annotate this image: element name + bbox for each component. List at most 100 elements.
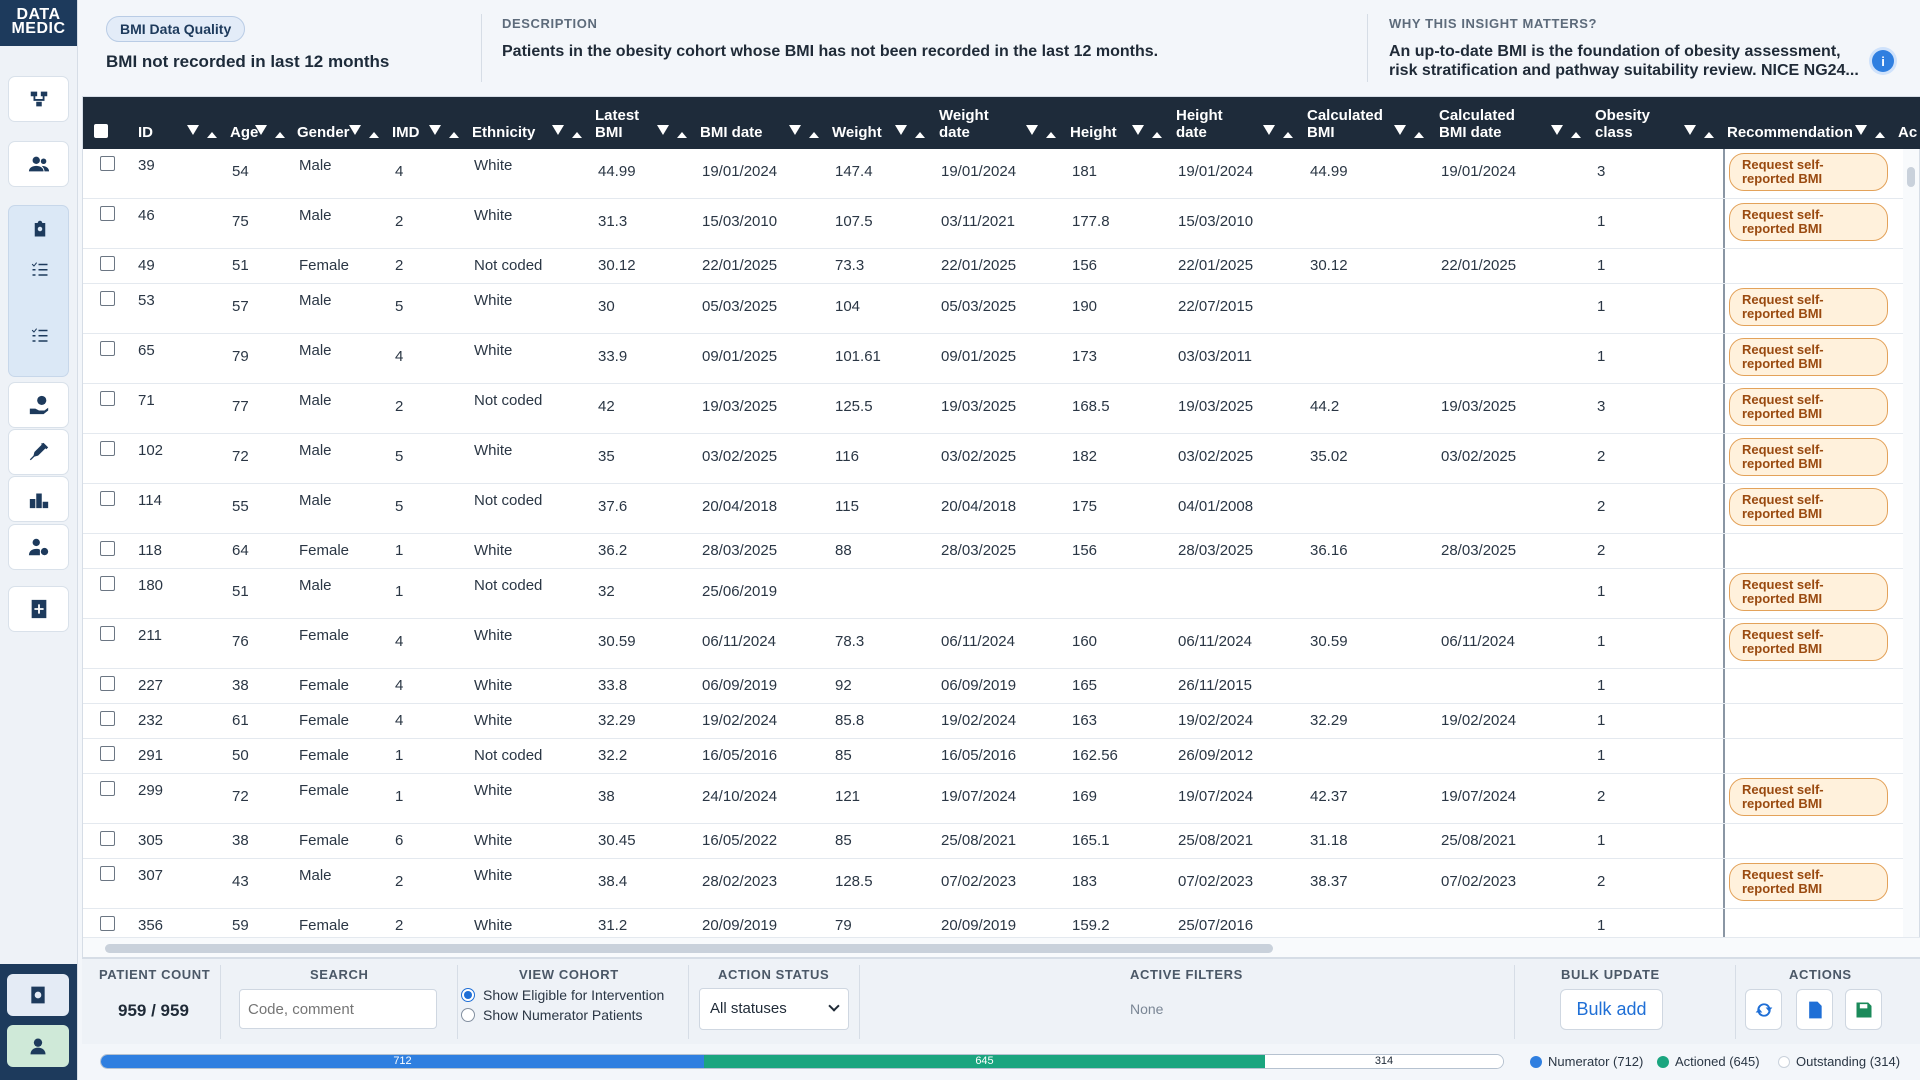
row-checkbox[interactable] bbox=[100, 711, 115, 726]
nav-checklist-2[interactable] bbox=[9, 312, 70, 358]
row-checkbox[interactable] bbox=[100, 866, 115, 881]
col-header-imd[interactable]: IMD bbox=[392, 124, 420, 141]
table-row[interactable]: 102 72 Male 5 White 35 03/02/2025 116 03/02/2025… bbox=[83, 434, 1905, 484]
col-header-calc-bmi-date[interactable]: Calculated BMI date bbox=[1439, 107, 1515, 141]
info-icon[interactable]: i bbox=[1872, 50, 1894, 72]
col-header-ethnicity[interactable]: Ethnicity bbox=[472, 124, 536, 141]
row-checkbox[interactable] bbox=[100, 831, 115, 846]
row-checkbox[interactable] bbox=[100, 291, 115, 306]
table-row[interactable]: 305 38 Female 6 White 30.45 16/05/2022 85 25/08/… bbox=[83, 824, 1905, 859]
horizontal-scrollbar[interactable] bbox=[83, 937, 1920, 957]
recommendation-badge[interactable]: Request self-reported BMI bbox=[1729, 388, 1888, 426]
table-row[interactable]: 46 75 Male 2 White 31.3 15/03/2010 107.5 03/11/2… bbox=[83, 199, 1905, 249]
row-checkbox[interactable] bbox=[100, 256, 115, 271]
recommendation-badge[interactable]: Request self-reported BMI bbox=[1729, 778, 1888, 816]
table-row[interactable]: 307 43 Male 2 White 38.4 28/02/2023 128.5 07/02/… bbox=[83, 859, 1905, 909]
row-checkbox[interactable] bbox=[100, 491, 115, 506]
col-calc-bmi-filter-icon[interactable] bbox=[1394, 125, 1424, 138]
nav-insights-button[interactable] bbox=[9, 206, 70, 252]
recommendation-badge[interactable]: Request self-reported BMI bbox=[1729, 488, 1888, 526]
col-bmi-date-filter-icon[interactable] bbox=[789, 125, 819, 138]
nav-user-settings-button[interactable] bbox=[8, 524, 69, 570]
table-row[interactable]: 39 54 Male 4 White 44.99 19/01/2024 147.4 19/01/… bbox=[83, 149, 1905, 199]
radio-dot-selected[interactable] bbox=[461, 988, 475, 1002]
nav-patients-button[interactable] bbox=[8, 141, 69, 187]
col-weight-filter-icon[interactable] bbox=[895, 125, 925, 138]
row-checkbox[interactable] bbox=[100, 441, 115, 456]
table-row[interactable]: 180 51 Male 1 Not coded 32 25/06/2019 1 Request … bbox=[83, 569, 1905, 619]
recommendation-badge[interactable]: Request self-reported BMI bbox=[1729, 153, 1888, 191]
radio-eligible[interactable]: Show Eligible for Intervention bbox=[461, 987, 664, 1003]
radio-numerator[interactable]: Show Numerator Patients bbox=[461, 1007, 643, 1023]
row-checkbox[interactable] bbox=[100, 341, 115, 356]
col-header-weight[interactable]: Weight bbox=[832, 124, 882, 141]
col-header-height[interactable]: Height bbox=[1070, 124, 1117, 141]
table-row[interactable]: 53 57 Male 5 White 30 05/03/2025 104 05/03/2025 1… bbox=[83, 284, 1905, 334]
profile-button[interactable] bbox=[7, 1025, 69, 1067]
radio-dot[interactable] bbox=[461, 1008, 475, 1022]
recommendation-badge[interactable]: Request self-reported BMI bbox=[1729, 338, 1888, 376]
recommendation-badge[interactable]: Request self-reported BMI bbox=[1729, 623, 1888, 661]
table-row[interactable]: 114 55 Male 5 Not coded 37.6 20/04/2018 115 20/0… bbox=[83, 484, 1905, 534]
col-header-latest-bmi[interactable]: Latest BMI bbox=[595, 107, 640, 141]
nav-rankings-button[interactable] bbox=[8, 476, 69, 522]
nav-medication-button[interactable] bbox=[8, 382, 69, 428]
nav-injection-button[interactable] bbox=[8, 429, 69, 475]
col-imd-filter-icon[interactable] bbox=[429, 125, 459, 138]
col-header-age[interactable]: Age bbox=[230, 124, 259, 141]
recommendation-badge[interactable]: Request self-reported BMI bbox=[1729, 573, 1888, 611]
table-row[interactable]: 118 64 Female 1 White 36.2 28/03/2025 88 28/03/2… bbox=[83, 534, 1905, 569]
row-checkbox[interactable] bbox=[100, 626, 115, 641]
col-header-height-date[interactable]: Height date bbox=[1176, 107, 1223, 141]
row-checkbox[interactable] bbox=[100, 576, 115, 591]
col-height-date-filter-icon[interactable] bbox=[1263, 125, 1293, 138]
table-row[interactable]: 291 50 Female 1 Not coded 32.2 16/05/2016 85 16/… bbox=[83, 739, 1905, 774]
col-header-weight-date[interactable]: Weight date bbox=[939, 107, 989, 141]
nav-pathway-button[interactable] bbox=[8, 76, 69, 122]
recommendation-badge[interactable]: Request self-reported BMI bbox=[1729, 863, 1888, 901]
row-checkbox[interactable] bbox=[100, 391, 115, 406]
col-header-actions[interactable]: Ac bbox=[1898, 124, 1918, 141]
search-input[interactable] bbox=[239, 989, 437, 1029]
row-checkbox[interactable] bbox=[100, 781, 115, 796]
col-header-bmi-date[interactable]: BMI date bbox=[700, 124, 763, 141]
col-header-gender[interactable]: Gender bbox=[297, 124, 350, 141]
bulk-add-button[interactable]: Bulk add bbox=[1560, 989, 1663, 1030]
col-header-recommendation[interactable]: Recommendation bbox=[1727, 124, 1853, 141]
select-all-checkbox[interactable] bbox=[94, 124, 108, 138]
col-height-filter-icon[interactable] bbox=[1132, 125, 1162, 138]
col-header-calc-bmi[interactable]: Calculated BMI bbox=[1307, 107, 1383, 141]
settings-button[interactable] bbox=[7, 974, 69, 1016]
col-header-obesity-class[interactable]: Obesity class bbox=[1595, 107, 1651, 141]
refresh-button[interactable] bbox=[1745, 989, 1782, 1030]
table-row[interactable]: 356 59 Female 2 White 31.2 20/09/2019 79 20/09/2… bbox=[83, 909, 1905, 937]
row-checkbox[interactable] bbox=[100, 541, 115, 556]
col-gender-filter-icon[interactable] bbox=[349, 125, 379, 138]
nav-checklist-1[interactable] bbox=[9, 246, 70, 292]
col-id-filter-icon[interactable] bbox=[187, 125, 217, 138]
table-row[interactable]: 49 51 Female 2 Not coded 30.12 22/01/2025 73.3 2… bbox=[83, 249, 1905, 284]
col-obesity-filter-icon[interactable] bbox=[1684, 125, 1714, 138]
table-row[interactable]: 65 79 Male 4 White 33.9 09/01/2025 101.61 09/01/… bbox=[83, 334, 1905, 384]
row-checkbox[interactable] bbox=[100, 206, 115, 221]
col-calc-bmi-date-filter-icon[interactable] bbox=[1551, 125, 1581, 138]
row-checkbox[interactable] bbox=[100, 156, 115, 171]
action-status-select[interactable]: All statuses bbox=[699, 988, 849, 1030]
vertical-scrollbar[interactable] bbox=[1903, 149, 1919, 937]
col-bmi-filter-icon[interactable] bbox=[657, 125, 687, 138]
col-header-id[interactable]: ID bbox=[138, 124, 153, 141]
table-row[interactable]: 211 76 Female 4 White 30.59 06/11/2024 78.3 06/1… bbox=[83, 619, 1905, 669]
col-age-filter-icon[interactable] bbox=[255, 125, 285, 138]
table-row[interactable]: 299 72 Female 1 White 38 24/10/2024 121 19/07/20… bbox=[83, 774, 1905, 824]
nav-add-record-button[interactable] bbox=[8, 586, 69, 632]
row-checkbox[interactable] bbox=[100, 676, 115, 691]
table-row[interactable]: 227 38 Female 4 White 33.8 06/09/2019 92 06/09/2… bbox=[83, 669, 1905, 704]
table-row[interactable]: 71 77 Male 2 Not coded 42 19/03/2025 125.5 19/03… bbox=[83, 384, 1905, 434]
table-row[interactable]: 232 61 Female 4 White 32.29 19/02/2024 85.8 19/0… bbox=[83, 704, 1905, 739]
col-recommendation-filter-icon[interactable] bbox=[1855, 125, 1885, 138]
col-weight-date-filter-icon[interactable] bbox=[1026, 125, 1056, 138]
recommendation-badge[interactable]: Request self-reported BMI bbox=[1729, 438, 1888, 476]
save-button[interactable] bbox=[1845, 989, 1882, 1030]
row-checkbox[interactable] bbox=[100, 746, 115, 761]
recommendation-badge[interactable]: Request self-reported BMI bbox=[1729, 288, 1888, 326]
